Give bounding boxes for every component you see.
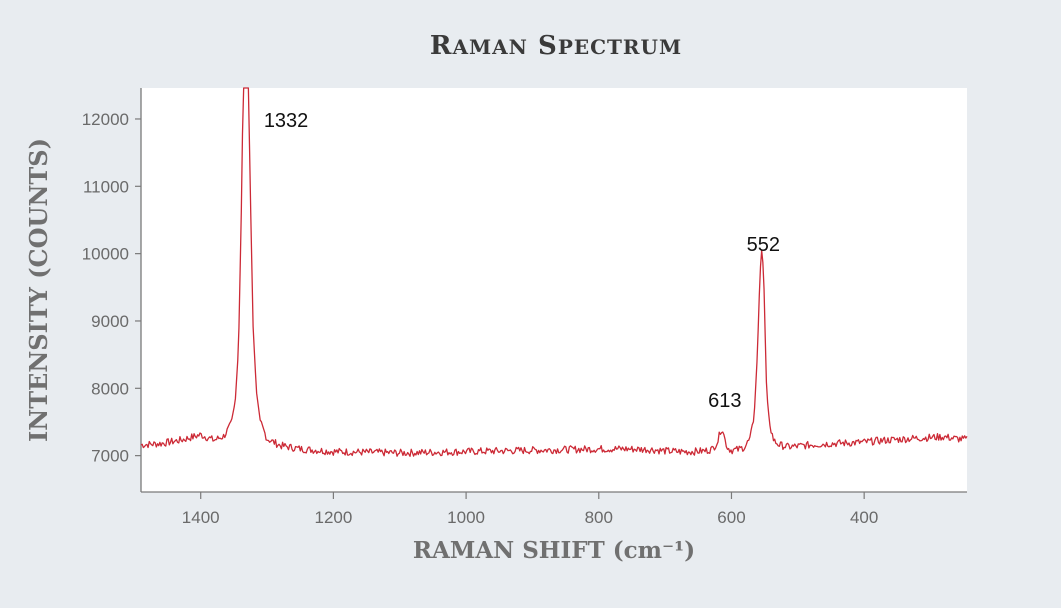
x-tick-label: 800 (585, 508, 613, 527)
peak-annotations: 1332 552 613 (264, 110, 780, 412)
x-axis-title: RAMAN SHIFT (cm⁻¹) (413, 537, 695, 564)
axis-ticks: 7000 8000 9000 10000 11000 12000 1400 1200 1000 8… (82, 110, 879, 527)
x-tick-label: 1400 (182, 508, 220, 527)
chart-title: RAMAN SPECTRUM (430, 31, 682, 61)
x-tick-label: 1000 (447, 508, 485, 527)
x-tick-label: 400 (850, 508, 878, 527)
series-group (140, 87, 968, 457)
y-tick-label: 10000 (82, 245, 129, 264)
peak-label: 1332 (264, 110, 309, 132)
y-tick-label: 8000 (91, 379, 129, 398)
y-tick-label: 7000 (91, 447, 129, 466)
peak-label: 552 (747, 234, 780, 256)
y-tick-label: 11000 (83, 177, 129, 196)
x-tick-label: 1200 (314, 508, 352, 527)
y-tick-label: 9000 (91, 312, 129, 331)
x-tick-label: 600 (717, 508, 745, 527)
spectrum-line (140, 87, 968, 457)
y-tick-label: 12000 (82, 110, 129, 129)
plot-area (141, 88, 967, 492)
peak-label: 613 (708, 390, 741, 412)
y-axis-title: INTENSITY (COUNTS) (24, 138, 53, 442)
